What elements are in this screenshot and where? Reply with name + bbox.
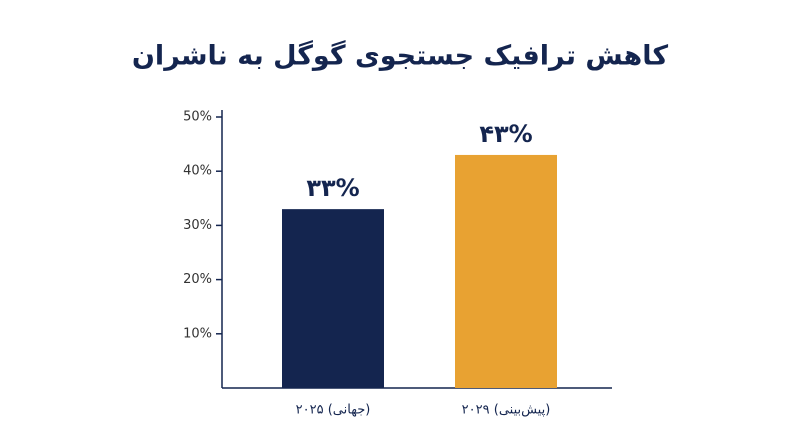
chart-title: کاهش ترافیک جستجوی گوگل به ناشران: [132, 40, 669, 72]
y-tick-label: 50%: [183, 110, 212, 125]
x-tick-label: ۲۰۲۹ (پیش‌بینی): [462, 403, 551, 418]
value-label: ۴۳%: [479, 120, 532, 148]
y-tick-label: 10%: [183, 326, 212, 341]
value-label: ۳۳%: [306, 174, 359, 202]
y-tick-label: 30%: [183, 218, 212, 233]
bar: [282, 209, 384, 388]
bar: [455, 154, 557, 388]
y-tick-label: 40%: [183, 164, 212, 179]
x-tick-label: ۲۰۲۵ (جهانی): [296, 403, 371, 418]
y-tick-label: 20%: [183, 272, 212, 287]
